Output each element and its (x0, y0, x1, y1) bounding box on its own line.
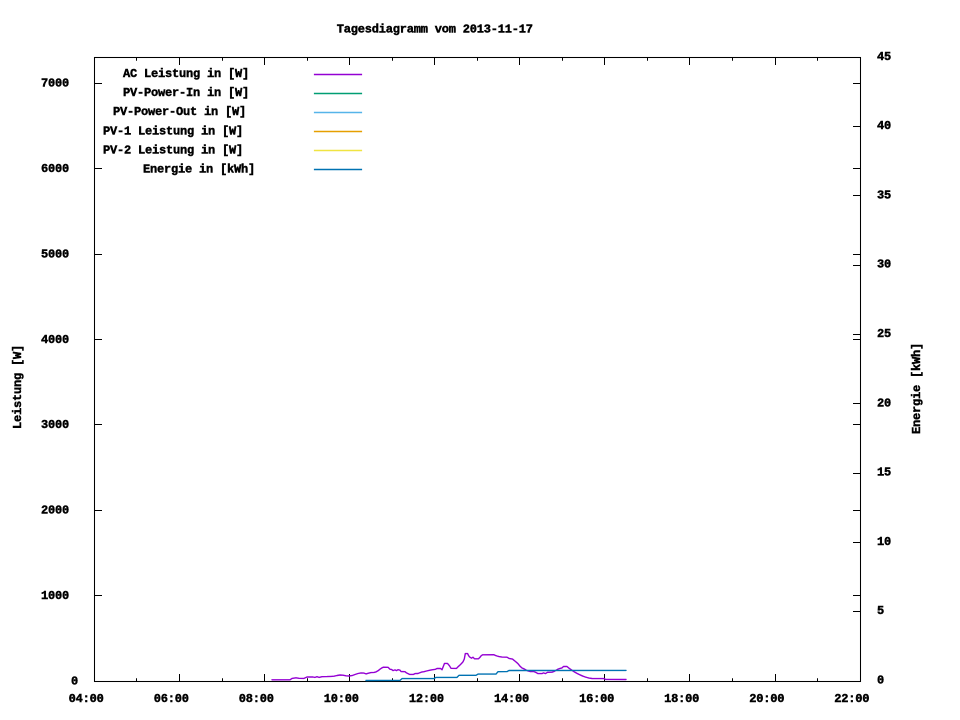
svg-text:20: 20 (877, 396, 891, 410)
svg-text:10: 10 (877, 535, 891, 549)
svg-text:2000: 2000 (41, 504, 69, 518)
svg-text:15: 15 (877, 466, 891, 480)
svg-text:5: 5 (877, 604, 884, 618)
svg-text:45: 45 (877, 50, 891, 64)
svg-text:10:00: 10:00 (324, 692, 359, 706)
svg-text:40: 40 (877, 119, 891, 133)
svg-text:04:00: 04:00 (69, 692, 104, 706)
svg-text:PV-1 Leistung in [W]: PV-1 Leistung in [W] (103, 124, 243, 138)
svg-text:12:00: 12:00 (409, 692, 444, 706)
svg-text:30: 30 (877, 258, 891, 272)
svg-text:4000: 4000 (41, 333, 69, 347)
svg-text:22:00: 22:00 (834, 692, 869, 706)
svg-text:Leistung [W]: Leistung [W] (11, 345, 25, 429)
svg-text:PV-Power-Out in [W]: PV-Power-Out in [W] (113, 105, 246, 119)
svg-text:Energie [kWh]: Energie [kWh] (910, 343, 924, 434)
svg-text:7000: 7000 (41, 77, 69, 91)
svg-text:5000: 5000 (41, 247, 69, 261)
svg-text:25: 25 (877, 327, 891, 341)
svg-text:20:00: 20:00 (749, 692, 784, 706)
svg-text:PV-2 Leistung in [W]: PV-2 Leistung in [W] (103, 143, 243, 157)
svg-text:0: 0 (71, 674, 78, 688)
svg-text:06:00: 06:00 (154, 692, 189, 706)
svg-text:35: 35 (877, 188, 891, 202)
svg-text:3000: 3000 (41, 418, 69, 432)
svg-text:6000: 6000 (41, 162, 69, 176)
svg-text:16:00: 16:00 (579, 692, 614, 706)
svg-text:14:00: 14:00 (494, 692, 529, 706)
svg-text:Energie in [kWh]: Energie in [kWh] (143, 163, 255, 177)
svg-text:AC Leistung in [W]: AC Leistung in [W] (123, 67, 249, 81)
svg-text:0: 0 (877, 674, 884, 688)
svg-text:PV-Power-In in [W]: PV-Power-In in [W] (123, 86, 249, 100)
svg-text:1000: 1000 (41, 589, 69, 603)
svg-text:Tagesdiagramm vom 2013-11-17: Tagesdiagramm vom 2013-11-17 (337, 23, 533, 37)
svg-text:18:00: 18:00 (664, 692, 699, 706)
svg-text:08:00: 08:00 (239, 692, 274, 706)
